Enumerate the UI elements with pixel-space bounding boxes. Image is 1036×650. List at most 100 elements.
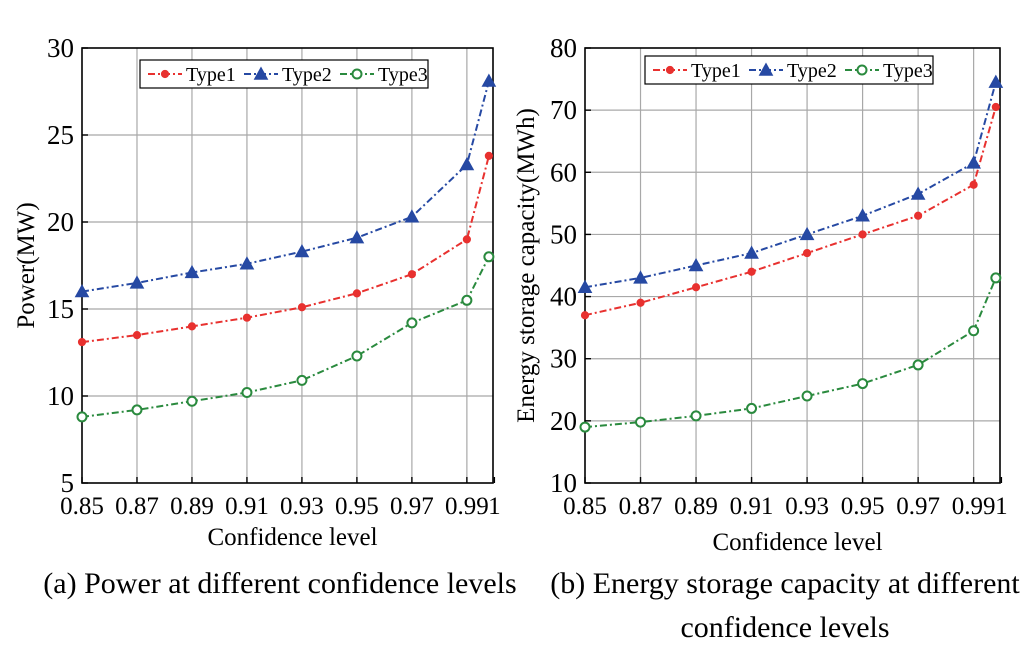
- data-point: [239, 256, 255, 270]
- series-type2: [577, 74, 1004, 293]
- data-point: [242, 313, 252, 322]
- data-point: [966, 155, 981, 169]
- data-point: [910, 186, 926, 200]
- data-point: [914, 211, 923, 220]
- data-point: [132, 331, 142, 340]
- x-tick-label: 0.99: [952, 493, 996, 520]
- data-point: [186, 395, 198, 407]
- x-axis-label: Confidence level: [712, 529, 882, 556]
- x-tick-label: 0.89: [674, 493, 718, 520]
- series-line-type2: [584, 81, 997, 289]
- data-point: [349, 230, 365, 244]
- y-tick-label: 50: [550, 219, 577, 249]
- series-type1: [580, 102, 1000, 320]
- y-tick-label: 60: [550, 157, 577, 187]
- data-point: [462, 235, 471, 244]
- x-tick-label: 0.97: [390, 493, 434, 520]
- data-point: [912, 359, 924, 371]
- data-point: [988, 74, 1004, 88]
- data-point: [579, 421, 591, 433]
- legend-label: Type1: [186, 64, 236, 86]
- legend-label: Type2: [787, 60, 837, 82]
- y-tick-label: 10: [550, 468, 577, 498]
- series-line-type2: [81, 80, 490, 293]
- data-point: [481, 73, 497, 87]
- data-point: [858, 230, 867, 239]
- data-point: [855, 208, 870, 222]
- data-point: [968, 325, 980, 337]
- y-axis-label: Energy storage capacity(MWh): [513, 108, 540, 423]
- data-point: [799, 226, 815, 241]
- data-point: [76, 411, 88, 423]
- caption-energy-chart: (b) Energy storage capacity at different…: [550, 567, 1020, 644]
- data-point: [404, 209, 420, 223]
- data-point: [406, 317, 418, 329]
- plot-frame: [81, 47, 494, 484]
- data-point: [747, 267, 756, 276]
- x-tick-label: 0.91: [225, 493, 269, 520]
- data-point: [407, 270, 416, 279]
- data-point: [636, 298, 645, 307]
- data-point: [744, 245, 759, 259]
- y-tick-label: 20: [47, 207, 74, 237]
- series-type1: [77, 151, 493, 347]
- x-tick-label: 1: [488, 493, 501, 520]
- y-tick-label: 30: [47, 33, 74, 63]
- x-tick-label: 0.95: [335, 493, 379, 520]
- data-point: [297, 303, 307, 312]
- data-point: [77, 337, 87, 347]
- legend-label: Type3: [378, 64, 428, 86]
- data-point: [580, 311, 590, 320]
- y-tick-label: 25: [47, 120, 74, 150]
- data-point: [187, 322, 197, 331]
- x-tick-label: 0.85: [563, 493, 607, 520]
- x-tick-label: 0.93: [280, 493, 324, 520]
- legend: Type1 Type2 Type3: [644, 55, 934, 85]
- x-tick-label: 1: [995, 493, 1008, 520]
- data-point: [352, 289, 362, 298]
- legend-label: Type3: [883, 60, 933, 82]
- caption-power-chart: (a) Power at different confidence levels: [43, 567, 517, 600]
- data-point: [131, 404, 143, 416]
- x-tick-label: 0.91: [730, 493, 774, 520]
- chart-energy-storage: 10 20 30 40 50 60 70 80 0.85 0.87 0.89 0.91 0.93 0.95…: [513, 33, 1008, 556]
- data-point: [969, 180, 978, 189]
- x-tick-label: 0.97: [896, 493, 940, 520]
- data-point: [129, 275, 145, 289]
- plot-frame: [584, 47, 1001, 484]
- data-point: [688, 257, 704, 272]
- data-point: [857, 378, 869, 390]
- data-point: [635, 416, 647, 428]
- x-tick-label: 0.85: [60, 493, 104, 520]
- x-tick-label: 0.99: [445, 493, 489, 520]
- x-tick-label: 0.87: [115, 493, 159, 520]
- data-point: [746, 402, 758, 414]
- data-point: [991, 102, 1000, 112]
- series-type3: [76, 251, 495, 423]
- y-tick-label: 10: [47, 381, 74, 411]
- data-point: [690, 410, 702, 422]
- data-point: [802, 248, 812, 258]
- legend: Type1 Type2 Type3: [139, 59, 429, 89]
- series-type2: [74, 73, 497, 298]
- data-point: [990, 272, 1002, 284]
- chart-power: 5 10 15 20 25 30 0.85 0.87 0.89 0.91 0.93 0.95 0.97 0…: [13, 33, 501, 551]
- series-line-type1: [81, 155, 490, 344]
- data-point: [74, 284, 90, 298]
- data-point: [633, 270, 648, 284]
- data-point: [484, 151, 493, 160]
- data-point: [294, 244, 310, 258]
- data-point: [577, 279, 593, 293]
- x-axis-label: Confidence level: [207, 524, 377, 551]
- data-point: [296, 374, 308, 386]
- data-point: [483, 251, 495, 263]
- y-tick-label: 40: [550, 282, 577, 312]
- legend-marker: [253, 66, 269, 80]
- legend-marker: [351, 68, 363, 80]
- data-point: [691, 283, 701, 292]
- x-tick-label: 0.93: [785, 493, 829, 520]
- y-tick-label: 15: [47, 294, 74, 324]
- legend-label: Type1: [691, 60, 741, 82]
- y-tick-label: 80: [550, 33, 577, 63]
